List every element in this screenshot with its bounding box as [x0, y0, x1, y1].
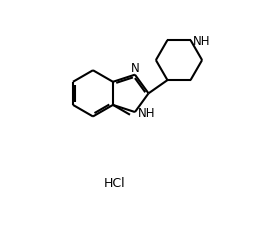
Text: HCl: HCl — [104, 176, 125, 189]
Text: NH: NH — [193, 35, 210, 47]
Text: NH: NH — [138, 107, 155, 120]
Text: N: N — [131, 62, 140, 74]
